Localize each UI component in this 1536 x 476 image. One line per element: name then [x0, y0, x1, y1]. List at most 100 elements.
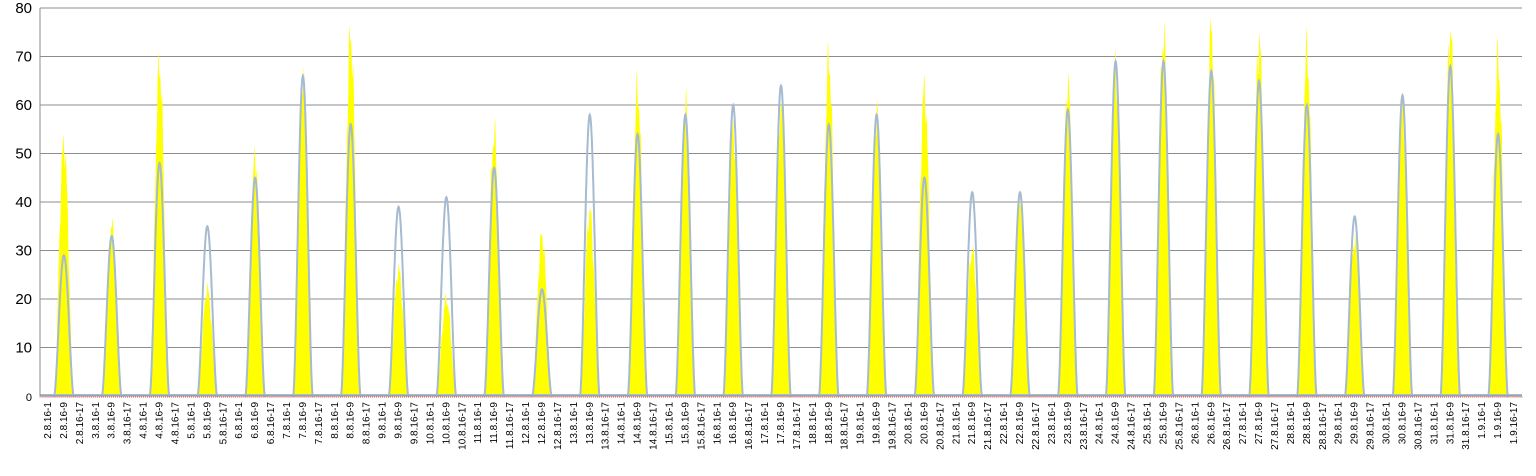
- x-tick-label: 4.8.16-17: [171, 402, 182, 445]
- x-tick-label: 30.8.16-1: [1382, 402, 1393, 445]
- x-tick-label: 3.8.16-1: [91, 402, 102, 439]
- y-tick-label: 80: [15, 0, 32, 17]
- line-peak-21.8.16: [961, 190, 983, 397]
- x-tick-label: 22.8.16-9: [1015, 402, 1026, 445]
- area-peak-25.8.16: [1152, 23, 1174, 396]
- x-tick-label: 23.8.16-17: [1079, 402, 1090, 450]
- x-tick-label: 1.9.16-1: [1477, 402, 1488, 439]
- line-peak-6.8.16: [244, 176, 266, 397]
- x-tick-label: 28.8.16-1: [1286, 402, 1297, 445]
- x-tick-label: 25.8.16-9: [1159, 402, 1170, 445]
- x-tick-label: 18.8.16-17: [840, 402, 851, 450]
- y-tick-label: 20: [15, 291, 32, 308]
- x-tick-label: 14.8.16-1: [617, 402, 628, 445]
- line-peak-10.8.16: [435, 195, 458, 397]
- x-tick-label: 26.8.16-9: [1206, 402, 1217, 445]
- x-tick-label: 8.8.16-17: [362, 402, 373, 445]
- x-tick-label: 4.8.16-1: [139, 402, 150, 439]
- x-tick-label: 9.8.16-1: [378, 402, 389, 439]
- x-tick-label: 30.8.16-17: [1413, 402, 1424, 450]
- area-peak-9.8.16: [388, 264, 410, 396]
- x-tick-label: 31.8.16-17: [1461, 402, 1472, 450]
- area-peak-11.8.16: [483, 118, 505, 396]
- x-tick-label: 5.8.16-1: [186, 402, 197, 439]
- x-tick-label: 21.8.16-9: [967, 402, 978, 445]
- line-peak-19.8.16: [865, 112, 888, 397]
- area-peak-21.8.16: [961, 245, 983, 396]
- area-peak-26.8.16: [1200, 16, 1222, 396]
- axes: [39, 8, 1523, 398]
- x-tick-label: 19.8.16-17: [888, 402, 899, 450]
- x-tick-label: 9.8.16-9: [394, 402, 405, 439]
- y-tick-label: 50: [15, 146, 32, 163]
- x-tick-label: 17.8.16-1: [760, 402, 771, 445]
- area-peak-30.8.16: [1392, 95, 1413, 396]
- x-tick-label: 31.8.16-1: [1429, 402, 1440, 445]
- area-peak-15.8.16: [674, 86, 696, 396]
- area-peak-5.8.16: [196, 282, 218, 396]
- x-tick-label: 24.8.16-17: [1127, 402, 1138, 450]
- x-tick-label: 23.8.16-1: [1047, 402, 1058, 445]
- x-tick-label: 29.8.16-9: [1350, 402, 1361, 445]
- area-peak-22.8.16: [1009, 191, 1031, 396]
- x-tick-label: 7.8.16-1: [282, 402, 293, 439]
- x-tick-label: 7.8.16-17: [314, 402, 325, 445]
- y-tick-labels: 0 10 20 30 40 50 60 70 80: [15, 0, 32, 404]
- x-tick-label: 10.8.16-9: [441, 402, 452, 445]
- x-tick-label: 20.8.16-9: [919, 402, 930, 445]
- x-tick-label: 1.9.16-17: [1509, 402, 1520, 445]
- x-tick-label: 14.8.16-9: [633, 402, 644, 445]
- line-peak-9.8.16: [387, 204, 410, 397]
- x-tick-label: 13.8.16-1: [569, 402, 580, 445]
- x-tick-label: 2.8.16-1: [43, 402, 54, 439]
- x-tick-label: 14.8.16-17: [649, 402, 660, 450]
- x-tick-label: 15.8.16-9: [680, 402, 691, 445]
- line-peak-23.8.16: [1057, 107, 1079, 397]
- x-tick-label: 18.8.16-9: [824, 402, 835, 445]
- x-tick-label: 8.8.16-9: [346, 402, 357, 439]
- x-tick-label: 23.8.16-9: [1063, 402, 1074, 445]
- x-tick-label: 4.8.16-9: [155, 402, 166, 439]
- line-peak-26.8.16: [1200, 68, 1223, 397]
- line-peak-28.8.16: [1296, 102, 1318, 397]
- x-tick-label: 28.8.16-9: [1302, 402, 1313, 445]
- line-peak-3.8.16: [100, 234, 123, 397]
- area-peak-17.8.16: [770, 98, 792, 396]
- area-peak-23.8.16: [1057, 73, 1079, 396]
- x-tick-label: 27.8.16-1: [1238, 402, 1249, 445]
- line-peak-14.8.16: [626, 131, 649, 397]
- x-tick-label: 12.8.16-17: [553, 402, 564, 450]
- area-peak-19.8.16: [866, 99, 888, 396]
- y-tick-label: 30: [15, 243, 32, 260]
- x-tick-label: 9.8.16-17: [410, 402, 421, 445]
- x-tick-label: 11.8.16-9: [489, 402, 500, 444]
- area-peak-7.8.16: [292, 67, 314, 396]
- x-tick-label: 18.8.16-1: [808, 402, 819, 445]
- y-tick-label: 0: [26, 392, 32, 404]
- area-peak-29.8.16: [1344, 233, 1366, 396]
- line-peak-18.8.16: [818, 122, 840, 397]
- area-peak-31.8.16: [1439, 29, 1461, 397]
- x-tick-label: 11.8.16-17: [505, 402, 516, 450]
- x-tick-label: 29.8.16-17: [1366, 402, 1377, 450]
- x-tick-label: 16.8.16-9: [728, 402, 739, 445]
- area-peak-1.9.16: [1487, 35, 1509, 397]
- x-tick-label: 26.8.16-1: [1190, 402, 1201, 445]
- y-tick-label: 60: [15, 97, 32, 114]
- x-tick-label: 12.8.16-1: [521, 402, 532, 445]
- line-peak-27.8.16: [1248, 78, 1270, 397]
- x-tick-label: 17.8.16-9: [776, 402, 787, 445]
- line-series: [40, 58, 1522, 397]
- area-peak-6.8.16: [244, 146, 266, 396]
- x-tick-label: 5.8.16-17: [218, 402, 229, 445]
- x-tick-label: 27.8.16-9: [1254, 402, 1265, 445]
- line-peak-15.8.16: [674, 112, 697, 397]
- x-tick-label: 2.8.16-9: [59, 402, 70, 439]
- x-tick-label: 13.8.16-17: [601, 402, 612, 450]
- x-tick-label: 26.8.16-17: [1222, 402, 1233, 450]
- x-tick-label: 2.8.16-17: [75, 402, 86, 445]
- x-tick-label: 21.8.16-17: [983, 402, 994, 450]
- line-peak-13.8.16: [579, 112, 601, 397]
- x-tick-label: 20.8.16-1: [904, 402, 915, 445]
